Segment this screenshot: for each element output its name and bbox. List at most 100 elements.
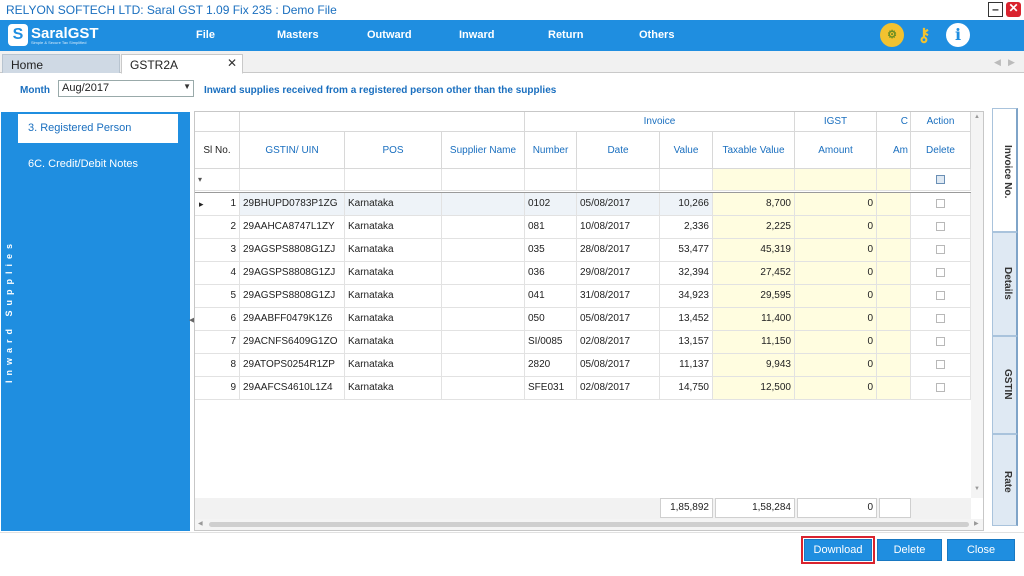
taxable-value-cell[interactable]: 45,319 xyxy=(713,239,795,262)
igst-amount-cell[interactable]: 0 xyxy=(795,216,877,239)
scroll-thumb[interactable] xyxy=(209,522,969,527)
invoice-date-cell[interactable]: 02/08/2017 xyxy=(577,331,660,354)
gstin-cell[interactable]: 29AAFCS4610L1Z4 xyxy=(240,377,345,400)
sl-no-cell[interactable]: 5 xyxy=(195,285,240,308)
pos-cell[interactable]: Karnataka xyxy=(345,331,442,354)
invoice-date-cell[interactable]: 10/08/2017 xyxy=(577,216,660,239)
taxable-value-cell[interactable]: 27,452 xyxy=(713,262,795,285)
delete-checkbox[interactable] xyxy=(936,199,945,208)
c-amount-cell[interactable] xyxy=(877,377,911,400)
supplier-name-cell[interactable] xyxy=(442,285,525,308)
gstin-cell[interactable]: 29AGSPS8808G1ZJ xyxy=(240,239,345,262)
c-amount-cell[interactable] xyxy=(877,331,911,354)
vertical-scrollbar[interactable]: ▲ ▼ xyxy=(971,112,983,498)
c-amount-cell[interactable] xyxy=(877,308,911,331)
invoice-date-cell[interactable]: 31/08/2017 xyxy=(577,285,660,308)
scroll-up-icon[interactable]: ▲ xyxy=(974,114,980,120)
taxable-value-cell[interactable]: 11,400 xyxy=(713,308,795,331)
igst-amount-cell[interactable]: 0 xyxy=(795,377,877,400)
pos-cell[interactable]: Karnataka xyxy=(345,216,442,239)
igst-amount-cell[interactable]: 0 xyxy=(795,308,877,331)
gstin-cell[interactable]: 29BHUPD0783P1ZG xyxy=(240,193,345,216)
invoice-number-cell[interactable]: 050 xyxy=(525,308,577,331)
sl-no-cell[interactable]: 8 xyxy=(195,354,240,377)
tab-scroll-right-icon[interactable]: ▶ xyxy=(1008,57,1015,67)
invoice-value-cell[interactable]: 2,336 xyxy=(660,216,713,239)
gstin-cell[interactable]: 29ACNFS6409G1ZO xyxy=(240,331,345,354)
pos-cell[interactable]: Karnataka xyxy=(345,193,442,216)
scroll-right-icon[interactable]: ▶ xyxy=(974,521,979,527)
col-supplier-name[interactable]: Supplier Name xyxy=(442,132,525,169)
sl-no-cell[interactable]: 3 xyxy=(195,239,240,262)
col-taxable-value[interactable]: Taxable Value xyxy=(713,132,795,169)
invoice-value-cell[interactable]: 13,452 xyxy=(660,308,713,331)
col-number[interactable]: Number xyxy=(525,132,577,169)
delete-checkbox[interactable] xyxy=(936,245,945,254)
igst-amount-cell[interactable]: 0 xyxy=(795,193,877,216)
minimize-icon[interactable]: – xyxy=(988,2,1003,17)
tab-scroll-left-icon[interactable]: ◀ xyxy=(994,57,1001,67)
invoice-number-cell[interactable]: 081 xyxy=(525,216,577,239)
igst-amount-cell[interactable]: 0 xyxy=(795,239,877,262)
key-icon[interactable]: ⚷ xyxy=(917,25,931,45)
invoice-value-cell[interactable]: 32,394 xyxy=(660,262,713,285)
pos-cell[interactable]: Karnataka xyxy=(345,377,442,400)
delete-checkbox[interactable] xyxy=(936,268,945,277)
supplier-name-cell[interactable] xyxy=(442,354,525,377)
c-amount-cell[interactable] xyxy=(877,216,911,239)
menu-outward[interactable]: Outward xyxy=(367,29,412,41)
sl-no-cell[interactable]: 7 xyxy=(195,331,240,354)
horizontal-scrollbar[interactable]: ◀ ▶ xyxy=(195,519,983,530)
filter-cell[interactable] xyxy=(577,169,660,191)
supplier-name-cell[interactable] xyxy=(442,377,525,400)
invoice-value-cell[interactable]: 34,923 xyxy=(660,285,713,308)
pos-cell[interactable]: Karnataka xyxy=(345,308,442,331)
delete-button[interactable]: Delete xyxy=(877,539,942,561)
filter-cell[interactable] xyxy=(442,169,525,191)
invoice-date-cell[interactable]: 05/08/2017 xyxy=(577,354,660,377)
invoice-value-cell[interactable]: 53,477 xyxy=(660,239,713,262)
delete-checkbox[interactable] xyxy=(936,360,945,369)
col-igst-amount[interactable]: Amount xyxy=(795,132,877,169)
taxable-value-cell[interactable]: 12,500 xyxy=(713,377,795,400)
delete-cell[interactable] xyxy=(911,193,971,216)
supplier-name-cell[interactable] xyxy=(442,262,525,285)
filter-icon[interactable]: ▾ xyxy=(195,169,240,191)
filter-cell[interactable] xyxy=(795,169,877,191)
invoice-date-cell[interactable]: 28/08/2017 xyxy=(577,239,660,262)
col-delete[interactable]: Delete xyxy=(911,132,971,169)
filter-cell[interactable] xyxy=(911,169,971,191)
gstin-cell[interactable]: 29AGSPS8808G1ZJ xyxy=(240,285,345,308)
dropdown-arrow-icon[interactable]: ▼ xyxy=(183,82,191,91)
gstin-cell[interactable]: 29AABFF0479K1Z6 xyxy=(240,308,345,331)
supplier-name-cell[interactable] xyxy=(442,239,525,262)
supplier-name-cell[interactable] xyxy=(442,308,525,331)
pos-cell[interactable]: Karnataka xyxy=(345,285,442,308)
c-amount-cell[interactable] xyxy=(877,262,911,285)
sl-no-cell[interactable]: 2 xyxy=(195,216,240,239)
filter-cell[interactable] xyxy=(713,169,795,191)
menu-return[interactable]: Return xyxy=(548,29,584,41)
tab-gstr2a[interactable]: GSTR2A xyxy=(121,54,243,74)
close-button[interactable]: Close xyxy=(947,539,1015,561)
scroll-down-icon[interactable]: ▼ xyxy=(974,486,980,492)
col-pos[interactable]: POS xyxy=(345,132,442,169)
delete-cell[interactable] xyxy=(911,216,971,239)
filter-cell[interactable] xyxy=(660,169,713,191)
taxable-value-cell[interactable]: 29,595 xyxy=(713,285,795,308)
select-all-checkbox[interactable] xyxy=(936,175,945,184)
scroll-left-icon[interactable]: ◀ xyxy=(198,521,203,527)
col-value[interactable]: Value xyxy=(660,132,713,169)
c-amount-cell[interactable] xyxy=(877,354,911,377)
sl-no-cell[interactable]: 9 xyxy=(195,377,240,400)
collapse-arrow-icon[interactable]: ◀ xyxy=(189,317,195,324)
sl-no-cell[interactable]: 4 xyxy=(195,262,240,285)
invoice-date-cell[interactable]: 02/08/2017 xyxy=(577,377,660,400)
taxable-value-cell[interactable]: 8,700 xyxy=(713,193,795,216)
supplier-name-cell[interactable] xyxy=(442,216,525,239)
filter-cell[interactable] xyxy=(240,169,345,191)
gear-icon[interactable]: ⚙ xyxy=(880,23,904,47)
col-c-amount[interactable]: Am xyxy=(877,132,911,169)
igst-amount-cell[interactable]: 0 xyxy=(795,331,877,354)
close-tab-icon[interactable]: ✕ xyxy=(227,56,238,70)
